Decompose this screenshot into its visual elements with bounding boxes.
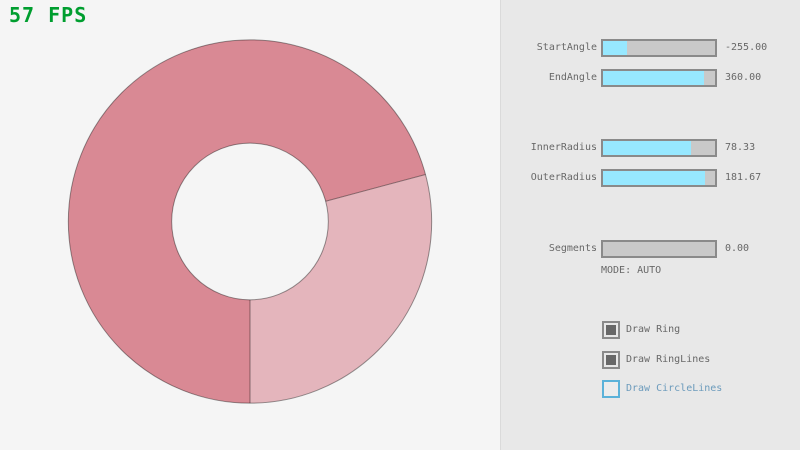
checkbox-label-draw-ringlines: Draw RingLines: [626, 354, 711, 365]
ring-sector-1: [250, 174, 432, 404]
slider-label-innerradius: InnerRadius: [530, 142, 597, 153]
checkbox-draw-ring[interactable]: [602, 321, 620, 339]
ring-cap-line-0: [325, 173, 426, 202]
slider-fill-endangle: [603, 71, 704, 85]
slider-value-segments: 0.00: [725, 243, 750, 254]
slider-outerradius[interactable]: [601, 169, 717, 187]
ring-sector-0: [68, 39, 426, 404]
slider-value-startangle: -255.00: [725, 42, 768, 53]
slider-startangle[interactable]: [601, 39, 717, 57]
slider-segments[interactable]: [601, 240, 717, 258]
slider-label-segments: Segments: [548, 243, 597, 254]
slider-label-startangle: StartAngle: [536, 42, 597, 53]
slider-label-endangle: EndAngle: [548, 72, 597, 83]
ring-inner-outline: [171, 142, 329, 301]
ring-chart: [67, 39, 433, 404]
slider-fill-outerradius: [603, 171, 705, 185]
checkbox-check-mark: [606, 355, 616, 365]
slider-fill-innerradius: [603, 141, 691, 155]
slider-value-endangle: 360.00: [725, 72, 762, 83]
checkbox-draw-ringlines[interactable]: [602, 351, 620, 369]
slider-value-outerradius: 181.67: [725, 172, 762, 183]
checkbox-check-mark: [606, 325, 616, 335]
slider-fill-startangle: [603, 41, 628, 55]
mode-label: MODE: AUTO: [601, 265, 662, 276]
control-panel: MODE: AUTO StartAngle -255.00 EndAngle 360.…: [500, 0, 800, 450]
slider-endangle[interactable]: [601, 69, 717, 87]
checkbox-label-draw-circlelines: Draw CircleLines: [626, 383, 723, 394]
ring-outer-outline: [67, 39, 433, 404]
slider-value-innerradius: 78.33: [725, 142, 756, 153]
checkbox-label-draw-ring: Draw Ring: [626, 324, 681, 335]
slider-label-outerradius: OuterRadius: [530, 172, 597, 183]
slider-innerradius[interactable]: [601, 139, 717, 157]
checkbox-draw-circlelines[interactable]: [602, 380, 620, 398]
fps-counter: 57 FPS: [9, 3, 88, 27]
